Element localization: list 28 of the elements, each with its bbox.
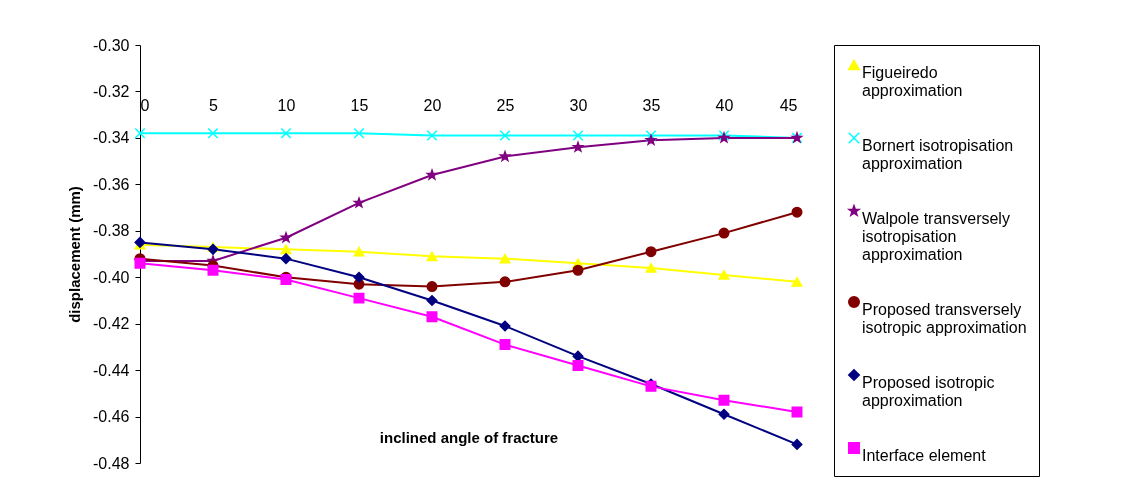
legend-label: Bornert isotropisation approximation: [862, 137, 1014, 172]
y-tick-label: -0.38: [93, 222, 130, 240]
x-tick-label: 35: [642, 96, 661, 114]
x-tick-label: 5: [209, 96, 219, 114]
y-tick-label: -0.42: [93, 315, 130, 333]
x-tick-label: 45: [779, 96, 798, 114]
y-tick-label: -0.44: [93, 361, 130, 379]
legend-label: Proposed isotropic approximation: [862, 374, 995, 409]
legend-label: Interface element: [862, 447, 987, 464]
x-tick-label: 10: [277, 96, 296, 114]
x-tick-label: 25: [496, 96, 515, 114]
legend-label: Walpole transversely isotropisation approximation: [862, 210, 1010, 263]
x-axis-title: inclined angle of fracture: [379, 428, 559, 446]
x-tick-label: 40: [715, 96, 734, 114]
y-tick-label: -0.40: [93, 268, 130, 286]
y-tick-label: -0.48: [93, 454, 130, 472]
legend-label: Proposed transversely isotropic approximation: [862, 301, 1027, 336]
y-tick-label: -0.32: [93, 82, 130, 100]
x-tick-label: 15: [350, 96, 369, 114]
x-tick-label: 20: [423, 96, 442, 114]
y-tick-label: -0.46: [93, 408, 130, 426]
y-tick-label: -0.34: [93, 129, 130, 147]
y-tick-label: -0.30: [93, 36, 130, 54]
y-axis-title: displacement (mm): [66, 186, 84, 323]
x-tick-label: 0: [140, 96, 150, 114]
y-tick-label: -0.36: [93, 175, 130, 193]
legend-label: Figueiredo approximation: [862, 64, 963, 99]
x-tick-label: 30: [569, 96, 588, 114]
